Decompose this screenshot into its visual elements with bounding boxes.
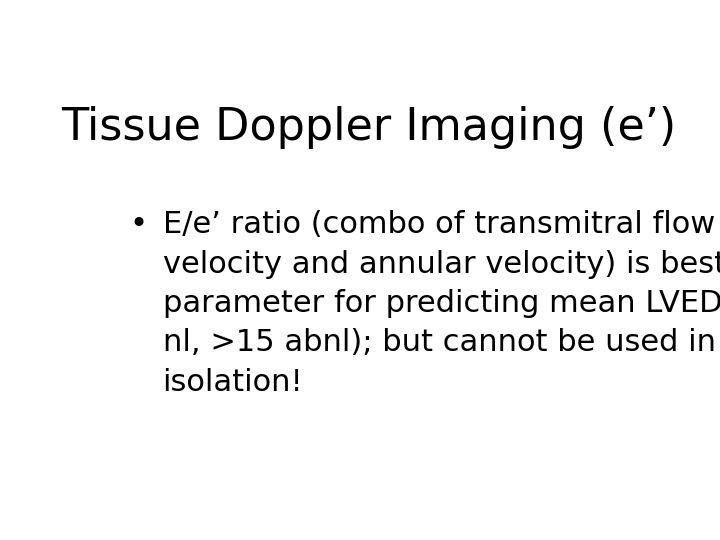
Text: Tissue Doppler Imaging (e’): Tissue Doppler Imaging (e’): [61, 106, 677, 150]
Text: •: •: [129, 210, 147, 239]
Text: E/e’ ratio (combo of transmitral flow
velocity and annular velocity) is best
par: E/e’ ratio (combo of transmitral flow ve…: [163, 210, 720, 397]
